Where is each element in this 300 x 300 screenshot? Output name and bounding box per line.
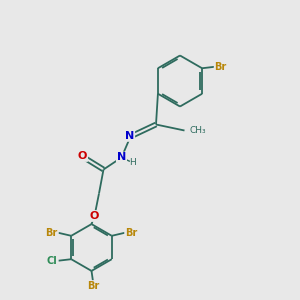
Text: Br: Br	[46, 228, 58, 238]
Text: H: H	[130, 158, 136, 167]
Text: CH₃: CH₃	[189, 126, 206, 135]
Text: N: N	[117, 152, 126, 163]
Text: Br: Br	[214, 62, 227, 72]
Text: Cl: Cl	[47, 256, 58, 266]
Text: O: O	[78, 151, 87, 161]
Text: Br: Br	[125, 228, 137, 238]
Text: Br: Br	[87, 281, 99, 291]
Text: N: N	[125, 131, 134, 141]
Text: O: O	[90, 211, 99, 221]
